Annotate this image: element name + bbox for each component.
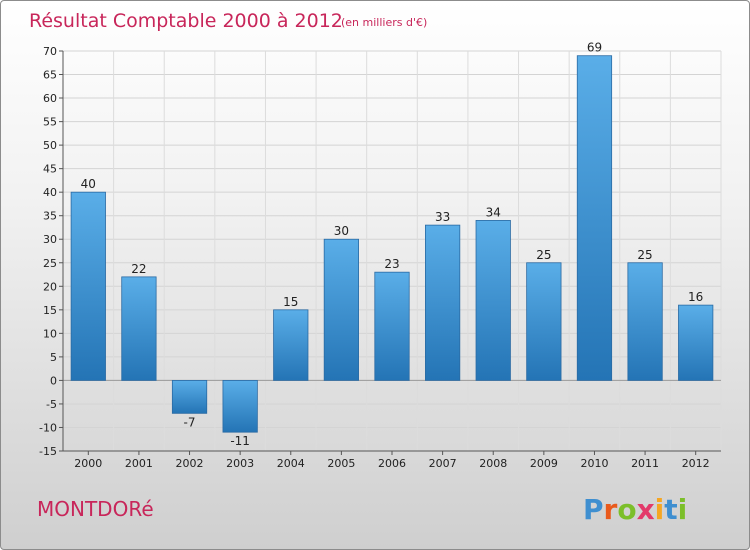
y-tick-label: 65: [43, 69, 57, 82]
data-label-2001: 22: [131, 262, 146, 276]
bar-2011: [627, 262, 663, 381]
x-tick-label-2005: 2005: [327, 457, 355, 470]
y-tick-label: 20: [43, 280, 57, 293]
bar-2012: [678, 304, 714, 381]
y-tick-label: 45: [43, 163, 57, 176]
bar-2004: [273, 309, 309, 381]
bar-2006: [374, 271, 410, 381]
x-tick-label-2007: 2007: [429, 457, 457, 470]
y-tick-label: 5: [50, 351, 57, 364]
bar-2009: [526, 262, 562, 381]
y-tick-label: 15: [43, 304, 57, 317]
bar-2008: [475, 220, 511, 381]
y-tick-label: 40: [43, 186, 57, 199]
y-tick-label: -15: [39, 445, 57, 458]
chart-title: Résultat Comptable 2000 à 2012: [29, 10, 343, 32]
x-tick-label-2003: 2003: [226, 457, 254, 470]
data-label-2003: -11: [230, 434, 250, 448]
x-tick-label-2011: 2011: [631, 457, 659, 470]
x-tick-label-2008: 2008: [479, 457, 507, 470]
y-tick-label: 35: [43, 210, 57, 223]
logo-letter: i: [655, 493, 665, 526]
bar-2001: [121, 276, 157, 381]
bar-2000: [70, 191, 106, 381]
data-label-2008: 34: [486, 205, 501, 219]
logo-letter: P: [583, 493, 604, 526]
data-label-2010: 69: [587, 41, 602, 55]
y-tick-label: 70: [43, 45, 57, 58]
commune-name: MONTDORé: [37, 497, 154, 521]
data-label-2009: 25: [536, 248, 551, 262]
bars-layer: 40 22 -7 -11 15 30 23 33 34 25 69 25 16: [70, 41, 714, 448]
grid-layer: [62, 50, 722, 452]
data-label-2005: 30: [334, 224, 349, 238]
axes-layer: -15 -10 -5 0 5 10 15 20 25 30 35 40 45 50 55 60 65 70 2000…: [39, 45, 721, 470]
data-label-2012: 16: [688, 290, 703, 304]
y-tick-label: 30: [43, 233, 57, 246]
y-tick-label: -5: [46, 398, 57, 411]
logo-letter: t: [664, 493, 677, 526]
chart-subtitle: (en milliers d'€): [341, 16, 427, 29]
bar-2002: [171, 380, 208, 414]
bar-2010: [576, 55, 613, 381]
x-tick-label-2004: 2004: [277, 457, 305, 470]
data-label-2000: 40: [81, 177, 96, 191]
proxiti-logo: Proxiti: [583, 493, 687, 526]
logo-letter: o: [617, 493, 636, 526]
y-tick-label: 55: [43, 116, 57, 129]
y-tick-label: -10: [39, 421, 57, 434]
data-label-2011: 25: [637, 248, 652, 262]
bar-2007: [425, 224, 461, 381]
bar-2005: [323, 238, 359, 381]
x-tick-label-2010: 2010: [580, 457, 608, 470]
data-label-2006: 23: [384, 257, 399, 271]
y-tick-label: 60: [43, 92, 57, 105]
x-tick-label-2009: 2009: [530, 457, 558, 470]
x-tick-label-2000: 2000: [74, 457, 102, 470]
logo-letter: r: [604, 493, 618, 526]
bar-2003: [222, 380, 258, 433]
data-label-2004: 15: [283, 295, 298, 309]
data-label-2007: 33: [435, 210, 450, 224]
y-tick-label: 25: [43, 257, 57, 270]
y-tick-label: 0: [50, 374, 57, 387]
y-tick-label: 50: [43, 139, 57, 152]
x-tick-label-2012: 2012: [682, 457, 710, 470]
x-tick-label-2001: 2001: [125, 457, 153, 470]
x-tick-label-2006: 2006: [378, 457, 406, 470]
y-tick-label: 10: [43, 327, 57, 340]
logo-letter: i: [678, 493, 688, 526]
x-tick-label-2002: 2002: [176, 457, 204, 470]
data-label-2002: -7: [184, 415, 196, 429]
logo-letter: x: [637, 493, 655, 526]
